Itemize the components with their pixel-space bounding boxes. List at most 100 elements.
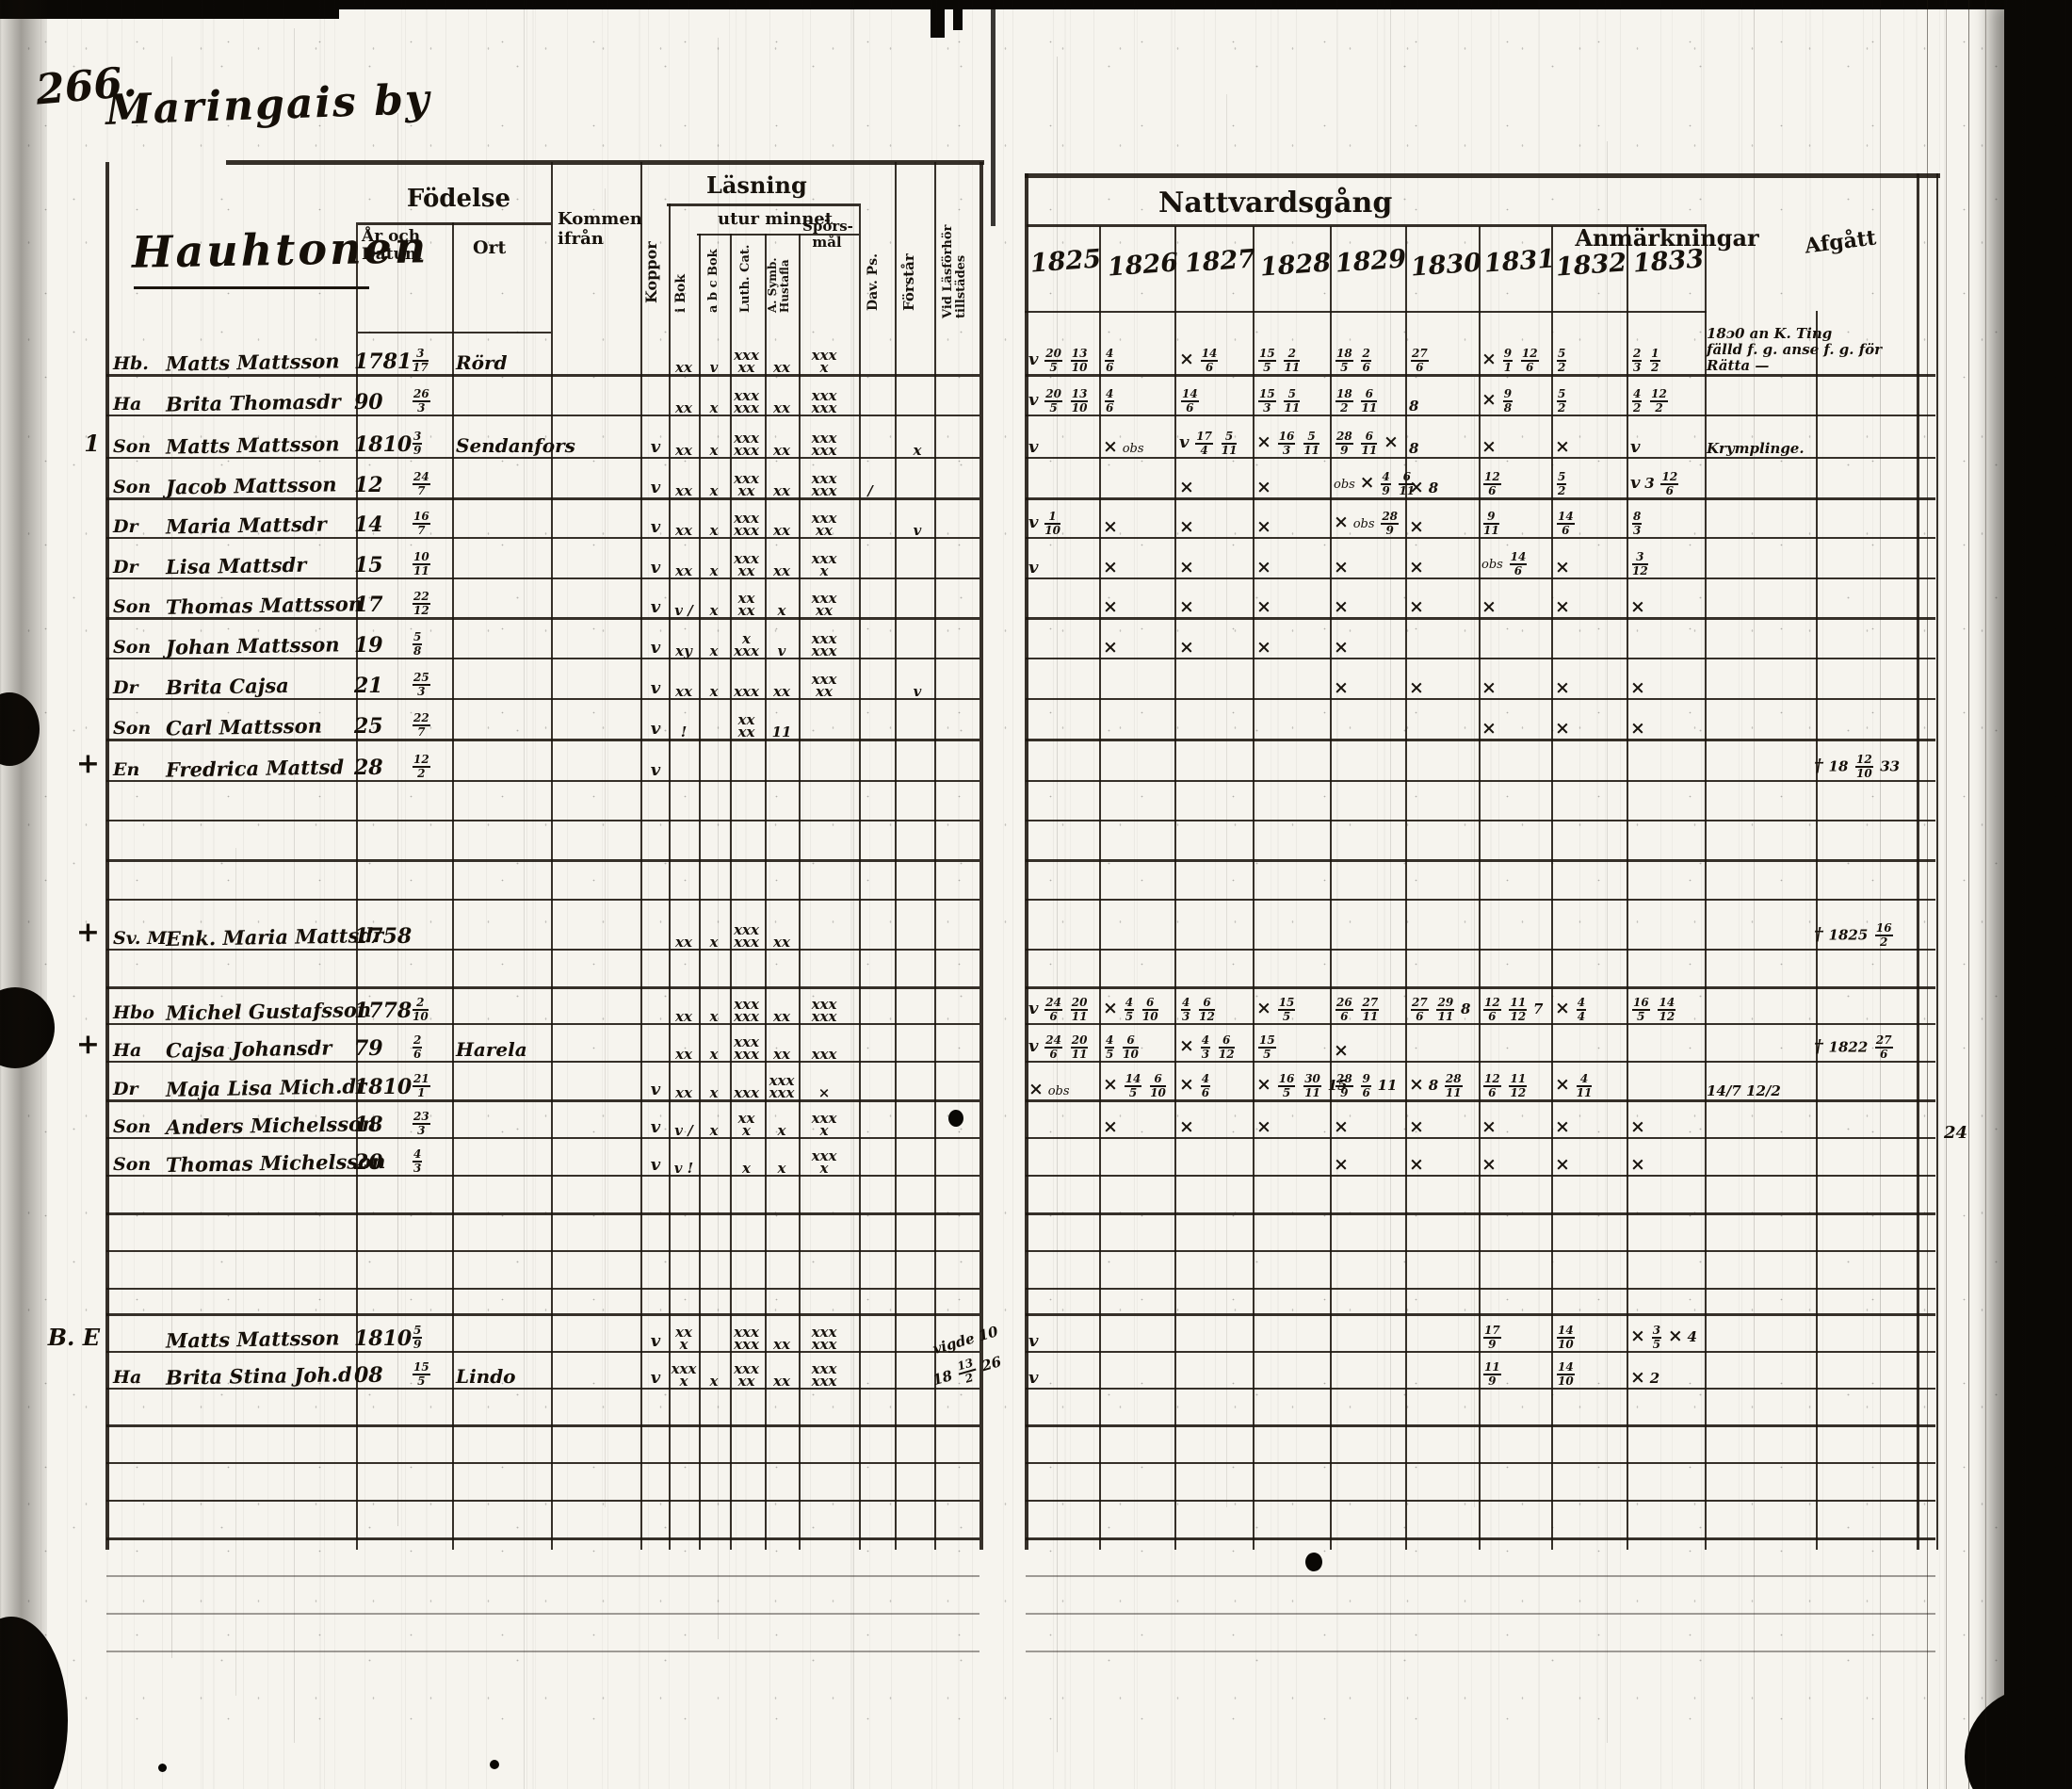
person-name: Brita Stina Joh.d	[165, 1362, 352, 1390]
ledger-row: Son Thomas Michelsson 20 4 3 v v ! x x xxx x × × × × ×	[105, 1139, 1951, 1178]
date-fraction: 27 6	[1411, 996, 1429, 1023]
rule-line	[669, 203, 671, 1550]
obs-note: obs	[1352, 517, 1375, 531]
death-cross: †	[1814, 1035, 1823, 1057]
communion-entry-1831: 11 9	[1481, 1361, 1503, 1388]
margin-note: 24	[1944, 1123, 1968, 1143]
cross-mark: ×	[1409, 1154, 1424, 1175]
reading-symb: 11	[771, 724, 792, 740]
reading-symb: xxx xxx	[769, 1072, 795, 1101]
scan-streak	[1927, 0, 1928, 1789]
rule-line	[106, 820, 979, 821]
rule-line	[106, 1250, 979, 1252]
reading-ibok: xxx x	[671, 1360, 697, 1390]
ledger-row: Ha Brita Stina Joh.d 08 15 5 Lindo v xxx x x xxx …	[105, 1352, 1951, 1390]
rule-line	[1551, 226, 1553, 1550]
rule-line	[106, 1212, 979, 1215]
cross-mark: ×	[1256, 998, 1271, 1018]
koppor-mark: v	[650, 1368, 661, 1388]
date-fraction: 14 12	[1658, 996, 1676, 1023]
date-fraction: 26 6	[1335, 996, 1353, 1023]
date-fraction: 20 11	[1070, 996, 1089, 1023]
reading-forstar: v	[913, 522, 922, 539]
date-fraction: 26 3	[413, 387, 430, 415]
date-fraction: 30 11	[1303, 1072, 1321, 1099]
cross-mark: ×	[1256, 1116, 1271, 1137]
rule-line	[1026, 1500, 1935, 1502]
cross-mark: ×	[1179, 596, 1194, 617]
person-title: Ha	[113, 1040, 142, 1061]
reading-sporsmal: xxx xx	[811, 510, 837, 539]
rule-line	[1026, 617, 1935, 620]
person-name: Michel Gustafsson	[165, 998, 372, 1025]
date-fraction: 16 5	[1632, 996, 1650, 1023]
reading-luth-cat: xxx xxx	[734, 510, 759, 539]
reading-luth-cat: xxx xxx	[734, 387, 759, 416]
birth-year: 20	[354, 1150, 383, 1175]
remark-note: 18ɔ0 an K. Ting fälld f. g. anse f. g. f…	[1707, 325, 1883, 374]
reading-sporsmal: xxx xxx	[811, 470, 837, 499]
cross-mark: ×	[1555, 1074, 1570, 1095]
death-cross: †	[1814, 923, 1823, 945]
gutter-shadow	[0, 0, 47, 1789]
date-fraction: 28 9	[1335, 430, 1353, 457]
reading-dav-ps: /	[867, 482, 873, 499]
date-fraction: 3 17	[413, 347, 429, 374]
scan-streak	[1226, 94, 1227, 1507]
date-fraction: 11 12	[1509, 1072, 1528, 1099]
rule-line	[106, 1575, 979, 1577]
rule-line	[358, 332, 551, 333]
rule-line	[1253, 226, 1255, 1550]
rule-line	[106, 617, 979, 620]
cross-mark: ×	[1179, 1035, 1194, 1056]
reading-ibok: xx	[675, 522, 692, 539]
rule-line	[106, 1351, 979, 1353]
communion-entry-1826: ×	[1103, 596, 1118, 617]
rule-line	[1405, 226, 1407, 1550]
reading-luth-cat: xxx xxx	[734, 1324, 759, 1353]
scan-artifact	[2004, 0, 2072, 1789]
year-label-1830: 1830	[1410, 248, 1483, 283]
date-fraction: 13 10	[1070, 387, 1089, 415]
communion-entry-1831: ×	[1481, 1154, 1497, 1175]
date-fraction: 14 10	[1557, 1360, 1575, 1388]
date-fraction: 27 6	[1411, 347, 1429, 374]
person-name: Maria Mattsdr	[165, 512, 327, 539]
koppor-mark: v	[650, 597, 661, 617]
rule-line	[1026, 1424, 1935, 1427]
person-title: Dr	[113, 1079, 138, 1099]
date-fraction: 14 6	[1200, 347, 1219, 374]
ledger-row: B. E Matts Mattsson 1810 5 9 v xx x xxx xxx xx xx…	[48, 1315, 1951, 1358]
communion-entry-1825: v	[1028, 558, 1038, 577]
communion-entry-1833: 16 5 14 12	[1630, 997, 1677, 1023]
rule-line	[1026, 658, 1935, 659]
obs-note: obs	[1047, 1084, 1070, 1098]
cross-mark: ×	[1383, 431, 1399, 452]
reading-abc: x	[709, 522, 719, 539]
date-fraction: 1 10	[1044, 510, 1060, 537]
rule-line	[1174, 226, 1176, 1550]
date-fraction: 20 11	[1070, 1033, 1089, 1061]
koppor-mark: v	[650, 558, 661, 577]
margin-mark: B. E	[47, 1324, 100, 1351]
birth-year: 1810	[354, 432, 413, 457]
rule-line	[697, 234, 859, 236]
ledger-row: Son Johan Mattsson 19 5 8 v xy x x xxx v xxx xxx × ×…	[105, 622, 1951, 659]
reading-symb: x	[777, 602, 786, 619]
reading-abc: x	[709, 1008, 719, 1025]
rule-line	[106, 1424, 979, 1427]
scan-artifact	[948, 1110, 963, 1127]
rule-line	[1026, 1288, 1935, 1290]
cross-mark: ×	[1256, 516, 1271, 537]
communion-entry-1832: ×	[1555, 718, 1570, 739]
communion-entry-1830: ×	[1409, 596, 1424, 617]
rule-line	[106, 1313, 979, 1316]
rule-line	[106, 859, 979, 862]
birth-date: 15 5	[411, 1361, 432, 1388]
birth-place: Lindo	[456, 1365, 516, 1388]
